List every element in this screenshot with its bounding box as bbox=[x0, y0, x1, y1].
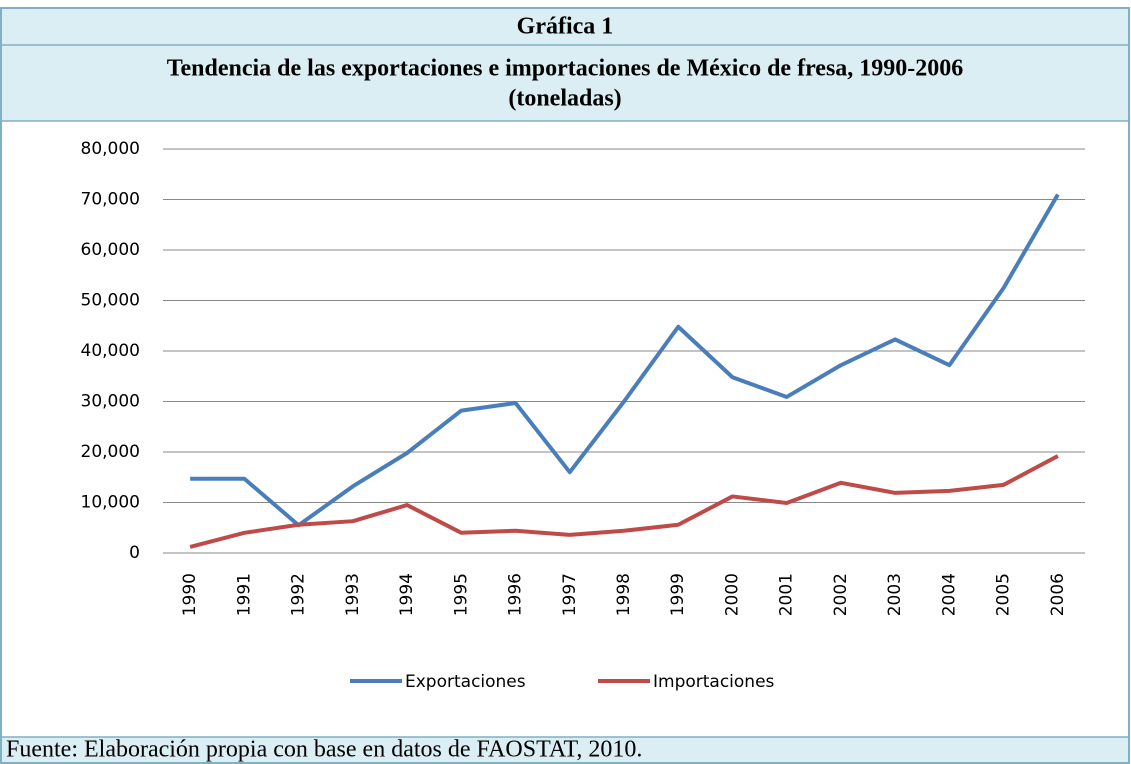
y-tick-label: 30,000 bbox=[81, 392, 140, 412]
x-tick-label: 1992 bbox=[289, 573, 309, 616]
x-tick-label: 2001 bbox=[777, 573, 797, 616]
x-tick-label: 1990 bbox=[180, 573, 200, 616]
x-tick-label: 1993 bbox=[343, 573, 363, 616]
x-tick-label: 1998 bbox=[614, 573, 634, 616]
figure-label: Gráfica 1 bbox=[517, 14, 614, 40]
y-tick-label: 60,000 bbox=[81, 240, 140, 260]
footer-band bbox=[2, 737, 1128, 762]
x-tick-label: 2002 bbox=[831, 573, 851, 616]
x-tick-label: 2000 bbox=[722, 573, 742, 616]
x-tick-label: 1996 bbox=[506, 573, 526, 616]
x-tick-label: 1994 bbox=[397, 573, 417, 616]
y-tick-label: 50,000 bbox=[81, 291, 140, 311]
y-tick-label: 0 bbox=[129, 543, 140, 563]
frame bbox=[0, 7, 1130, 764]
series-line bbox=[190, 193, 1060, 528]
y-tick-label: 70,000 bbox=[81, 190, 140, 210]
source-note: Fuente: Elaboración propia con base en d… bbox=[6, 737, 642, 763]
legend-label: Exportaciones bbox=[405, 672, 526, 692]
x-tick-label: 1995 bbox=[451, 573, 471, 616]
header-band bbox=[2, 9, 1128, 121]
series-line bbox=[189, 454, 1059, 549]
legend-label: Importaciones bbox=[653, 672, 775, 692]
x-tick-label: 1999 bbox=[668, 573, 688, 616]
y-tick-label: 80,000 bbox=[81, 139, 140, 159]
x-tick-label: 2003 bbox=[885, 573, 905, 616]
x-tick-label: 2006 bbox=[1048, 573, 1068, 616]
x-tick-label: 2004 bbox=[939, 573, 959, 616]
y-tick-label: 40,000 bbox=[81, 341, 140, 361]
x-tick-label: 1997 bbox=[560, 573, 580, 616]
x-tick-label: 2005 bbox=[994, 573, 1014, 616]
x-tick-label: 1991 bbox=[234, 573, 254, 616]
chart-subtitle: (toneladas) bbox=[508, 86, 621, 112]
chart-title: Tendencia de las exportaciones e importa… bbox=[167, 56, 964, 82]
y-tick-label: 10,000 bbox=[81, 493, 140, 513]
y-tick-label: 20,000 bbox=[81, 442, 140, 462]
